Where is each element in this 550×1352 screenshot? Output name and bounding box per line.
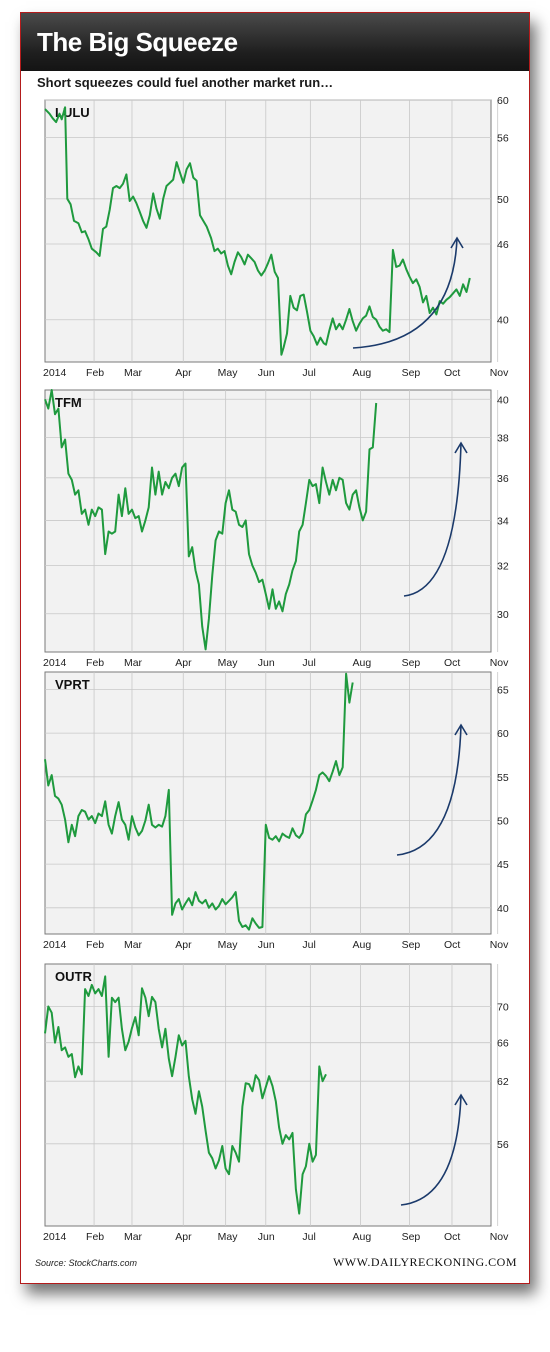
y-tick-label: 46: [497, 239, 509, 251]
chart-panel-lulu: 40 46 50 56 60 2014 Feb Mar Apr May Jun Jul Aug Sep Oc…: [21, 93, 529, 383]
x-tick-label: Nov: [490, 657, 509, 669]
x-tick-label: Mar: [124, 657, 143, 669]
y-tick-label: 36: [497, 473, 509, 485]
trend-arrow: [352, 237, 458, 349]
plot-area: [44, 671, 492, 935]
x-tick-label: 2014: [43, 657, 67, 669]
chart-panel-tfm: 30 32 34 36 38 40 2014 Feb Mar Apr May Jun Jul Aug Sep…: [21, 383, 529, 673]
y-tick-label: 50: [497, 815, 509, 827]
x-tick-label: Feb: [86, 939, 104, 951]
y-tick-label: 50: [497, 194, 509, 206]
x-tick-label: Jun: [258, 1231, 275, 1243]
y-tick-label: 30: [497, 609, 509, 621]
y-tick-label: 56: [497, 1139, 509, 1151]
x-tick-label: Oct: [444, 367, 460, 379]
y-tick-label: 34: [497, 515, 509, 527]
trend-arrow: [400, 1094, 462, 1206]
chart-panel-outr: 56 62 66 70 2014 Feb Mar Apr May Jun Jul Aug Sep Oct N…: [21, 957, 529, 1247]
x-tick-label: Nov: [490, 367, 509, 379]
ticker-label: OUTR: [55, 969, 92, 984]
x-tick-label: Feb: [86, 1231, 104, 1243]
plot-area: [44, 99, 492, 363]
x-tick-label: Jul: [302, 657, 315, 669]
y-tick-label: 55: [497, 772, 509, 784]
y-tick-label: 40: [497, 315, 509, 327]
x-tick-label: Jun: [258, 367, 275, 379]
x-tick-label: Jul: [302, 1231, 315, 1243]
y-tick-label: 65: [497, 684, 509, 696]
x-tick-label: Apr: [175, 939, 192, 951]
y-tick-label: 40: [497, 394, 509, 406]
x-tick-label: Sep: [402, 367, 421, 379]
y-tick-label: 62: [497, 1076, 509, 1088]
ticker-label: TFM: [55, 395, 82, 410]
infographic-card: The Big Squeeze Short squeezes could fue…: [20, 12, 530, 1284]
x-tick-label: Aug: [353, 1231, 372, 1243]
y-tick-label: 56: [497, 132, 509, 144]
x-tick-label: Mar: [124, 1231, 143, 1243]
x-tick-label: Jun: [258, 657, 275, 669]
x-tick-label: May: [218, 657, 239, 669]
price-line: [44, 106, 471, 356]
price-line: [44, 975, 327, 1215]
chart-lulu: 40 46 50 56 60 2014 Feb Mar Apr May Jun Jul Aug Sep Oc…: [43, 95, 509, 379]
x-tick-label: Sep: [402, 1231, 421, 1243]
x-tick-label: Mar: [124, 939, 143, 951]
title-bar: The Big Squeeze: [21, 13, 529, 71]
x-tick-label: Aug: [353, 657, 372, 669]
x-tick-label: Feb: [86, 367, 104, 379]
x-tick-label: Jul: [302, 939, 315, 951]
arrow-head-icon: [450, 236, 464, 249]
chart-outr: 56 62 66 70 2014 Feb Mar Apr May Jun Jul Aug Sep Oct N…: [43, 963, 509, 1243]
x-tick-label: 2014: [43, 939, 67, 951]
y-tick-label: 60: [497, 95, 509, 107]
x-tick-label: Feb: [86, 657, 104, 669]
x-tick-label: 2014: [43, 367, 67, 379]
x-tick-label: May: [218, 939, 239, 951]
chart-tfm: 30 32 34 36 38 40 2014 Feb Mar Apr May Jun Jul Aug Sep…: [43, 389, 509, 669]
x-tick-label: Nov: [490, 1231, 509, 1243]
x-tick-label: Sep: [402, 939, 421, 951]
x-tick-label: May: [218, 1231, 239, 1243]
price-line: [44, 389, 378, 651]
x-tick-label: Nov: [490, 939, 509, 951]
x-tick-label: Oct: [444, 939, 460, 951]
y-tick-label: 45: [497, 859, 509, 871]
ticker-label: VPRT: [55, 677, 90, 692]
x-tick-label: Apr: [175, 367, 192, 379]
x-tick-label: Oct: [444, 1231, 460, 1243]
x-tick-label: Jun: [258, 939, 275, 951]
y-tick-label: 66: [497, 1038, 509, 1050]
plot-area: [44, 389, 492, 653]
x-tick-label: Aug: [353, 939, 372, 951]
y-tick-label: 38: [497, 433, 509, 445]
chart-vprt: 40 45 50 55 60 65 2014 Feb Mar Apr May Jun Jul Aug Sep…: [43, 671, 509, 951]
x-tick-label: Aug: [353, 367, 372, 379]
y-tick-label: 60: [497, 728, 509, 740]
y-tick-label: 40: [497, 903, 509, 915]
chart-panel-vprt: 40 45 50 55 60 65 2014 Feb Mar Apr May Jun Jul Aug Sep…: [21, 665, 529, 955]
y-tick-label: 70: [497, 1001, 509, 1013]
x-tick-label: May: [218, 367, 239, 379]
x-tick-label: 2014: [43, 1231, 67, 1243]
y-tick-label: 32: [497, 561, 509, 573]
x-tick-label: Sep: [402, 657, 421, 669]
x-tick-label: Oct: [444, 657, 460, 669]
website-link[interactable]: WWW.DAILYRECKONING.COM: [332, 1255, 517, 1269]
arrow-head-icon: [454, 1093, 468, 1106]
page-title: The Big Squeeze: [37, 27, 238, 57]
arrow-head-icon: [454, 723, 468, 736]
x-tick-label: Apr: [175, 657, 192, 669]
arrow-head-icon: [454, 441, 468, 454]
x-tick-label: Apr: [175, 1231, 192, 1243]
trend-arrow: [396, 724, 462, 856]
x-tick-label: Mar: [124, 367, 143, 379]
page-subtitle: Short squeezes could fuel another market…: [37, 75, 334, 90]
source-note: Source: StockCharts.com: [35, 1258, 138, 1268]
price-line: [44, 672, 354, 931]
x-tick-label: Jul: [302, 367, 315, 379]
trend-arrow: [403, 442, 462, 597]
